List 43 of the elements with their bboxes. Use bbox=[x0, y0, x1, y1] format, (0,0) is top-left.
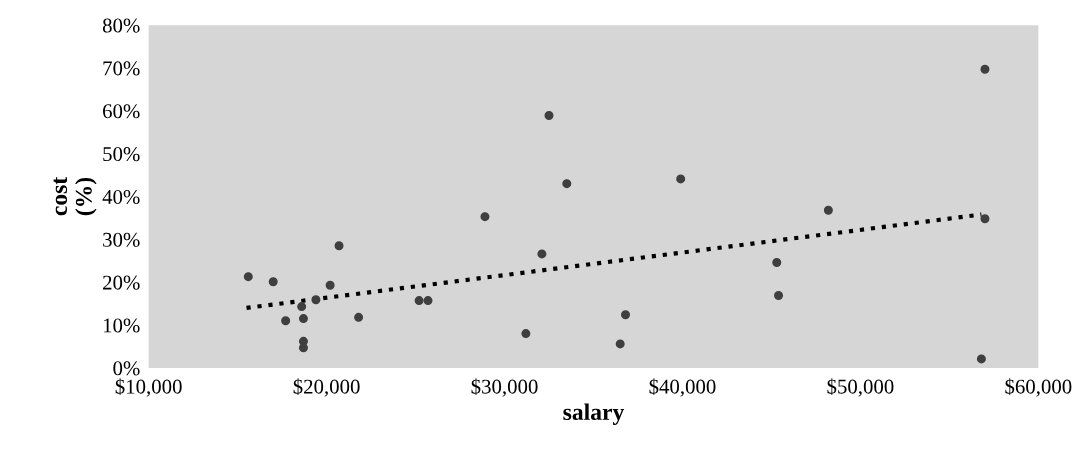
y-tick-label: 70% bbox=[103, 61, 140, 76]
x-axis-title: salary bbox=[563, 403, 625, 425]
point bbox=[423, 296, 433, 306]
point bbox=[281, 316, 291, 326]
point bbox=[544, 111, 554, 121]
point bbox=[621, 310, 631, 320]
x-tick-label: $30,000 bbox=[471, 378, 538, 397]
point bbox=[311, 295, 321, 305]
point bbox=[562, 179, 572, 189]
point bbox=[268, 277, 278, 287]
point bbox=[298, 343, 308, 353]
y-tick-label: 0% bbox=[113, 361, 140, 376]
y-tick-label: 10% bbox=[103, 318, 140, 333]
x-tick-label: $10,000 bbox=[115, 378, 182, 397]
x-tick-label: $40,000 bbox=[649, 378, 716, 397]
point bbox=[676, 174, 686, 184]
point bbox=[297, 302, 307, 312]
x-tick-label: $50,000 bbox=[827, 378, 894, 397]
point bbox=[480, 212, 490, 222]
y-tick-label: 80% bbox=[102, 18, 140, 33]
point bbox=[334, 241, 344, 251]
point bbox=[537, 249, 547, 259]
x-tick-label: $60,000 bbox=[1005, 378, 1072, 397]
point bbox=[772, 257, 782, 267]
point bbox=[354, 312, 364, 322]
y-tick-label: 20% bbox=[103, 275, 140, 290]
point bbox=[976, 354, 986, 364]
point bbox=[521, 329, 531, 339]
y-axis-title: cost (%) bbox=[53, 176, 97, 216]
point bbox=[325, 280, 335, 290]
point bbox=[980, 214, 990, 224]
y-tick-label: 40% bbox=[102, 189, 140, 205]
point bbox=[414, 296, 424, 306]
y-tick-label: 50% bbox=[103, 147, 140, 162]
y-tick-label: 60% bbox=[103, 104, 140, 119]
point bbox=[298, 314, 308, 324]
y-tick-label: 30% bbox=[103, 232, 140, 247]
point bbox=[823, 205, 833, 215]
point bbox=[980, 64, 990, 74]
point bbox=[243, 272, 253, 282]
point bbox=[615, 339, 625, 349]
x-tick-label: $20,000 bbox=[293, 378, 360, 397]
point bbox=[774, 290, 784, 300]
